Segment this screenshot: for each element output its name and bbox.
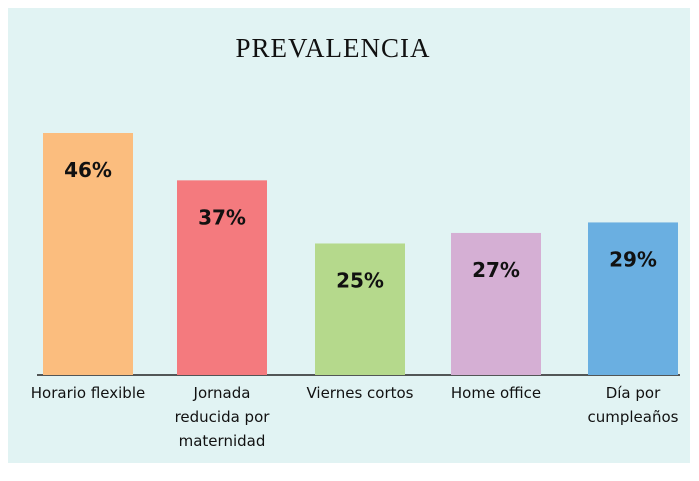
x-tick-label: Home office xyxy=(450,384,542,402)
x-tick-label: Jornada reducida por maternidad xyxy=(174,384,270,450)
bar xyxy=(177,180,267,375)
x-tick-label: Horario flexible xyxy=(30,384,146,402)
value-label: 27% xyxy=(472,258,520,282)
x-tick-label: Viernes cortos xyxy=(306,384,414,402)
bar xyxy=(315,243,405,375)
chart-title: PREVALENCIA xyxy=(235,33,430,63)
x-tick-label: Día por cumpleaños xyxy=(587,384,679,426)
value-label: 37% xyxy=(198,205,246,229)
value-label: 25% xyxy=(336,268,384,292)
value-label: 46% xyxy=(64,158,112,182)
bar xyxy=(451,232,541,375)
bar xyxy=(588,222,678,375)
bar xyxy=(43,133,133,375)
value-label: 29% xyxy=(609,247,657,271)
